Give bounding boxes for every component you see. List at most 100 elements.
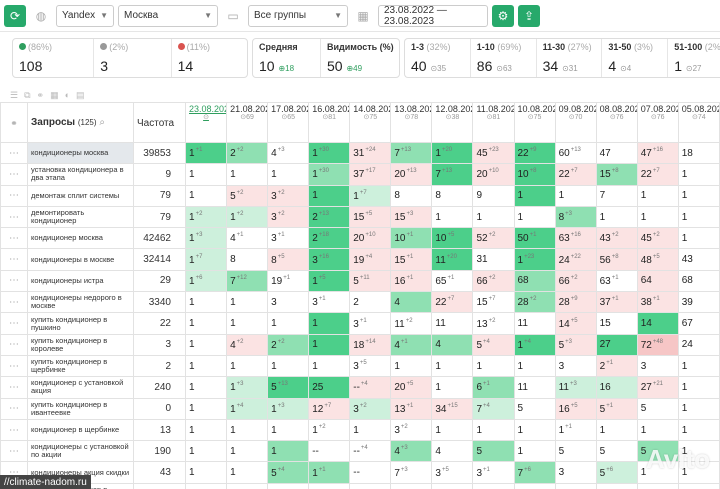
query-cell[interactable]: кондиционер в щербинке bbox=[27, 418, 134, 442]
engine-select[interactable]: Yandex ▼ bbox=[56, 4, 114, 27]
position-cell[interactable]: 5+1 bbox=[595, 397, 638, 420]
position-cell[interactable]: 15+8 bbox=[595, 163, 638, 186]
position-cell[interactable]: 5+4 bbox=[267, 461, 310, 484]
position-cell[interactable]: 1 bbox=[267, 418, 310, 442]
settings-gear-icon[interactable]: ⚙ bbox=[492, 4, 514, 27]
query-cell[interactable]: кондиционер с установкой акция bbox=[27, 376, 134, 399]
position-cell[interactable]: 45+23 bbox=[472, 141, 515, 165]
position-cell[interactable]: 1 bbox=[390, 354, 433, 378]
position-cell[interactable]: 2+13 bbox=[308, 205, 351, 229]
position-cell[interactable]: 8 bbox=[431, 184, 474, 207]
position-cell[interactable]: 1 bbox=[184, 376, 228, 399]
position-cell[interactable]: 4+3 bbox=[267, 141, 310, 165]
query-cell[interactable]: кондиционеры москва bbox=[27, 141, 134, 165]
position-cell[interactable]: 9 bbox=[472, 184, 515, 207]
position-cell[interactable]: 18+14 bbox=[349, 333, 392, 356]
date-range-input[interactable]: 23.08.2022 — 23.08.2023 bbox=[378, 4, 488, 27]
link-icon[interactable]: ⚭ bbox=[0, 102, 28, 143]
table-row[interactable]: ⋯ купить кондиционер в ивантеевке 0 1 1+4 1+3… bbox=[0, 397, 720, 420]
position-cell[interactable]: 3+2 bbox=[349, 397, 392, 420]
position-cell[interactable]: 52+2 bbox=[472, 227, 515, 250]
position-cell[interactable]: 1 bbox=[184, 184, 228, 207]
position-cell[interactable]: 37+17 bbox=[349, 163, 392, 186]
position-cell[interactable]: 22+7 bbox=[554, 163, 597, 186]
table-row[interactable]: ⋯ кондиционеры акция скидки 43 1 1 5+4 1+1 -- 7+… bbox=[0, 461, 720, 484]
position-cell[interactable]: 4+1 bbox=[226, 227, 269, 250]
position-cell[interactable]: 1 bbox=[226, 440, 269, 463]
position-cell[interactable]: 1 bbox=[677, 482, 720, 489]
position-cell[interactable]: 1 bbox=[677, 184, 720, 207]
position-cell[interactable]: 1+2 bbox=[184, 205, 228, 229]
position-cell[interactable]: 65+1 bbox=[431, 269, 474, 293]
position-cell[interactable]: 1 bbox=[636, 418, 679, 442]
position-cell[interactable]: 4+2 bbox=[226, 333, 269, 356]
position-cell[interactable]: 47 bbox=[595, 141, 638, 165]
position-cell[interactable]: 1 bbox=[308, 312, 351, 335]
position-cell[interactable]: 1 bbox=[184, 291, 228, 314]
row-menu-icon[interactable]: ⋯ bbox=[0, 205, 28, 229]
query-cell[interactable]: купить кондиционер в королеве bbox=[27, 333, 134, 356]
position-cell[interactable]: --+4 bbox=[349, 376, 392, 399]
position-cell[interactable]: --+4 bbox=[349, 440, 392, 463]
position-cell[interactable]: 20+5 bbox=[390, 376, 433, 399]
table-row[interactable]: ⋯ кондиционеры в москве 32414 1+7 8 8+5 3+16 19… bbox=[0, 248, 720, 271]
position-cell[interactable]: 5+6 bbox=[595, 461, 638, 484]
row-menu-icon[interactable]: ⋯ bbox=[0, 312, 28, 335]
position-cell[interactable]: 5 bbox=[472, 440, 515, 463]
position-cell[interactable]: 1 bbox=[677, 440, 720, 463]
position-cell[interactable]: 1+30 bbox=[308, 141, 351, 165]
table-row[interactable]: ⋯ кондиционер с установкой акция 240 1 1+3 5+… bbox=[0, 376, 720, 399]
frequency-header[interactable]: Частота bbox=[133, 102, 186, 143]
query-cell[interactable]: купить кондиционер в ивантеевке bbox=[27, 397, 134, 420]
position-cell[interactable]: 1 bbox=[513, 482, 556, 489]
position-cell[interactable]: 1 bbox=[267, 482, 310, 489]
position-cell[interactable]: 5 bbox=[636, 440, 679, 463]
position-cell[interactable]: 1 bbox=[226, 163, 269, 186]
position-cell[interactable]: 67 bbox=[677, 312, 720, 335]
position-cell[interactable]: 7+4 bbox=[472, 397, 515, 420]
position-cell[interactable]: 7+6 bbox=[513, 461, 556, 484]
position-cell[interactable]: 1 bbox=[677, 397, 720, 420]
position-cell[interactable]: 3+2 bbox=[267, 205, 310, 229]
query-cell[interactable]: демонтировать кондиционер bbox=[27, 205, 134, 229]
position-cell[interactable]: 1 bbox=[636, 461, 679, 484]
position-cell[interactable]: 8+5 bbox=[267, 248, 310, 271]
position-cell[interactable]: 5+13 bbox=[267, 376, 310, 399]
position-cell[interactable]: 15+7 bbox=[472, 291, 515, 314]
date-column-header[interactable]: 05.08.2023⊙74 bbox=[677, 102, 720, 143]
position-cell[interactable]: 5 bbox=[513, 397, 556, 420]
region-select[interactable]: Москва ▼ bbox=[118, 4, 218, 27]
position-cell[interactable]: 3+1 bbox=[267, 227, 310, 250]
position-cell[interactable]: 45+2 bbox=[636, 227, 679, 250]
position-cell[interactable]: 64 bbox=[636, 269, 679, 293]
position-cell[interactable]: 15+5 bbox=[349, 205, 392, 229]
position-cell[interactable]: 1 bbox=[226, 312, 269, 335]
position-cell[interactable]: 2+2 bbox=[267, 333, 310, 356]
position-cell[interactable]: 1 bbox=[513, 205, 556, 229]
position-cell[interactable]: 1+30 bbox=[308, 163, 351, 186]
position-cell[interactable]: 13+2 bbox=[472, 312, 515, 335]
position-cell[interactable]: 1 bbox=[636, 482, 679, 489]
row-menu-icon[interactable]: ⋯ bbox=[0, 397, 28, 420]
table-row[interactable]: ⋯ купить кондиционер в пушкино 22 1 1 1 1 3+1 11… bbox=[0, 312, 720, 335]
date-column-header[interactable]: 12.08.2023⊙38 bbox=[431, 102, 474, 143]
table-row[interactable]: ⋯ установка кондиционера в два этапа 9 1 1 1 1… bbox=[0, 163, 720, 186]
position-cell[interactable]: 28+2 bbox=[513, 291, 556, 314]
position-cell[interactable]: 24 bbox=[677, 333, 720, 356]
query-cell[interactable]: купить кондиционер в щербинке bbox=[27, 354, 134, 378]
row-menu-icon[interactable]: ⋯ bbox=[0, 184, 28, 207]
position-cell[interactable]: 3+1 bbox=[472, 461, 515, 484]
position-cell[interactable]: 1+6 bbox=[184, 269, 228, 293]
position-cell[interactable]: 66+2 bbox=[472, 269, 515, 293]
date-column-header[interactable]: 08.08.2023⊙76 bbox=[595, 102, 638, 143]
date-column-header[interactable]: 10.08.2023⊙75 bbox=[513, 102, 556, 143]
position-cell[interactable]: 24+22 bbox=[554, 248, 597, 271]
table-row[interactable]: ⋯ кондиционеры недорого в москве 3340 1 1 3 3+… bbox=[0, 291, 720, 314]
position-cell[interactable]: 1 bbox=[267, 440, 310, 463]
position-cell[interactable]: 22+7 bbox=[636, 163, 679, 186]
position-cell[interactable]: 28+9 bbox=[554, 291, 597, 314]
search-icon[interactable]: ⌕ bbox=[99, 117, 105, 128]
row-menu-icon[interactable]: ⋯ bbox=[0, 291, 28, 314]
position-cell[interactable]: 22+9 bbox=[513, 141, 556, 165]
position-cell[interactable]: 1 bbox=[267, 163, 310, 186]
